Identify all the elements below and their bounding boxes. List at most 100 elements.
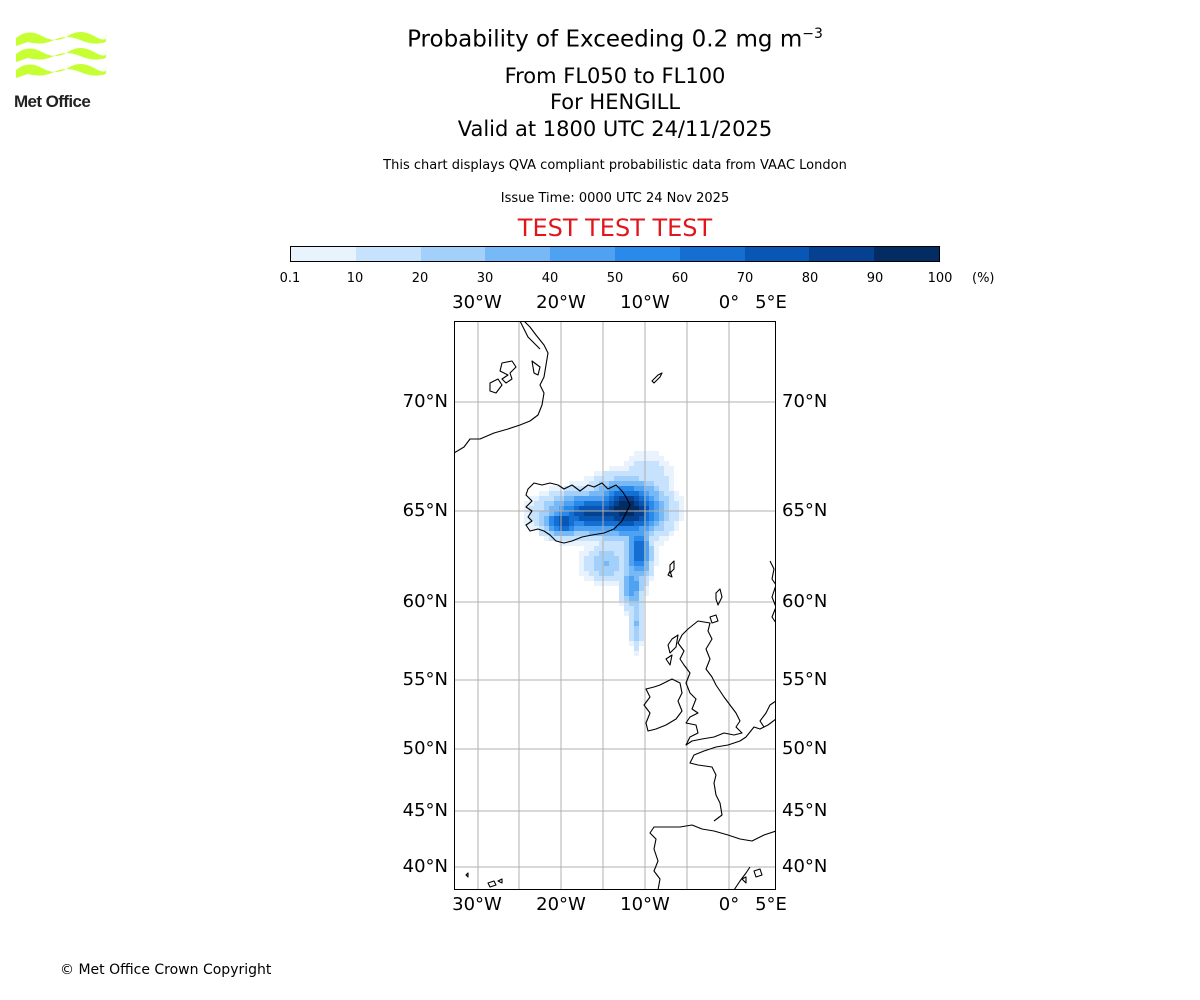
plume-cell [669,471,674,476]
plume-cell [579,511,584,516]
plume-cell [609,561,614,566]
plume-cell [594,581,599,586]
colorbar-segment [420,247,486,261]
plume-cell [624,601,629,606]
plume-cell [674,521,679,526]
plume-cell [634,566,639,571]
plume-cell [614,576,619,581]
plume-cell [614,486,619,491]
plume-cell [564,501,569,506]
plume-cell [634,476,639,481]
plume-cell [654,486,659,491]
plume-cell [579,501,584,506]
plume-cell [664,536,669,541]
plume-cell [664,466,669,471]
plume-cell [564,541,569,546]
plume-cell [609,476,614,481]
plume-cell [634,551,639,556]
plume-cell [569,501,574,506]
latitude-label-left: 70°N [402,391,448,412]
plume-cell [584,551,589,556]
plume-cell [634,571,639,576]
plume-cell [604,536,609,541]
plume-cell [659,541,664,546]
plume-cell [564,531,569,536]
plume-cell [639,476,644,481]
plume-cell [639,516,644,521]
plume-cell [529,501,534,506]
longitude-label-bottom: 5°E [755,894,787,915]
plume-cell [654,451,659,456]
plume-cell [659,516,664,521]
plume-cell [579,526,584,531]
plume-cell [619,466,624,471]
plume-cell [564,526,569,531]
plume-cell [634,626,639,631]
plume-cell [634,616,639,621]
plume-cell [554,491,559,496]
plume-cell [599,491,604,496]
plume-cell [624,541,629,546]
plume-cell [549,536,554,541]
plume-cell [669,516,674,521]
plume-cell [589,561,594,566]
plume-cell [589,506,594,511]
plume-cell [624,591,629,596]
plume-cell [534,511,539,516]
plume-cell [644,516,649,521]
plume-cell [659,481,664,486]
plume-cell [649,471,654,476]
plume-cell [619,561,624,566]
plume-cell [639,556,644,561]
plume-cell [574,481,579,486]
plume-cell [614,476,619,481]
plume-cell [629,636,634,641]
plume-cell [609,521,614,526]
plume-cell [644,496,649,501]
plume-cell [604,571,609,576]
plume-cell [554,496,559,501]
plume-cell [589,541,594,546]
plume-cell [654,496,659,501]
plume-cell [624,586,629,591]
colorbar-tick-label: 40 [541,271,559,286]
plume-cell [539,496,544,501]
plume-cell [674,506,679,511]
coast-ireland [643,678,683,732]
plume-cell [649,476,654,481]
plume-cell [629,546,634,551]
plume-cell [679,501,684,506]
plume-cell [554,511,559,516]
plume-cell [639,471,644,476]
colorbar-tick-label: 80 [801,271,819,286]
title-main: Probability of Exceeding 0.2 mg m [407,26,803,53]
plume-cell [539,506,544,511]
plume-cell [634,481,639,486]
plume-cell [599,511,604,516]
plume-cell [659,486,664,491]
plume-cell [639,456,644,461]
coast-iceland [525,482,631,544]
plume-cell [664,501,669,506]
plume-cell [639,631,644,636]
plume-cell [594,506,599,511]
plume-cell [619,566,624,571]
ash-probability-plume [524,451,684,656]
plume-cell [614,511,619,516]
colorbar-tick-label: 60 [671,271,689,286]
plume-cell [634,601,639,606]
plume-cell [574,496,579,501]
plume-cell [604,531,609,536]
plume-cell [629,556,634,561]
plume-cell [674,526,679,531]
plume-cell [644,506,649,511]
plume-cell [604,576,609,581]
plume-cell [584,561,589,566]
plume-cell [589,576,594,581]
plume-cell [589,566,594,571]
plume-cell [639,591,644,596]
plume-cell [659,531,664,536]
plume-cell [639,521,644,526]
plume-cell [644,491,649,496]
plume-cell [569,526,574,531]
